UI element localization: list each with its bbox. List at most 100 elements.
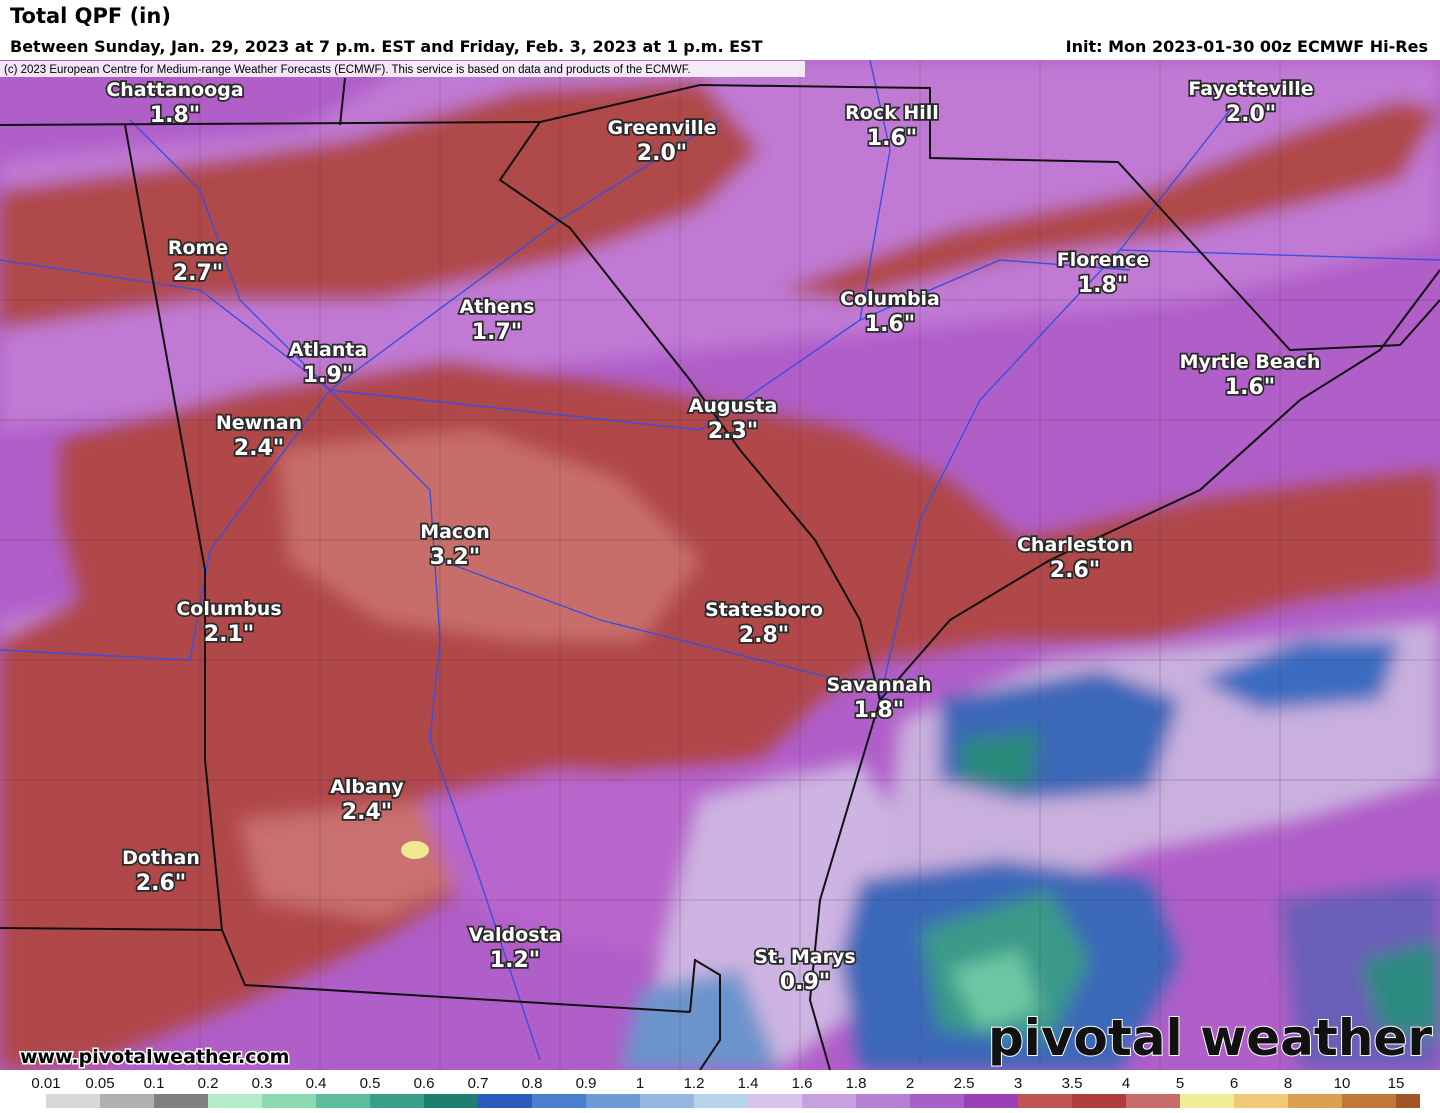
colorbar-label: 4 [1122, 1075, 1130, 1092]
colorbar-label: 0.4 [306, 1075, 327, 1092]
city-name: Augusta [689, 395, 778, 417]
precip-field [0, 60, 1440, 1070]
city-value: 1.6" [865, 312, 915, 337]
city-name: Savannah [826, 674, 931, 696]
city-value: 2.7" [173, 261, 223, 286]
colorbar-swatch [802, 1094, 856, 1108]
colorbar-swatch [100, 1094, 154, 1108]
colorbar-swatch [478, 1094, 532, 1108]
city-value: 2.8" [739, 623, 789, 648]
city-value: 1.2" [490, 948, 540, 973]
title: Total QPF (in) [10, 4, 171, 28]
colorbar-swatch [154, 1094, 208, 1108]
colorbar-label: 0.8 [522, 1075, 543, 1092]
init-info: Init: Mon 2023-01-30 00z ECMWF Hi-Res [1065, 37, 1428, 56]
colorbar-swatch [208, 1094, 262, 1108]
city-value: 2.1" [204, 622, 254, 647]
colorbar-swatch [1018, 1094, 1072, 1108]
colorbar-swatch [640, 1094, 694, 1108]
colorbar-label: 2.5 [954, 1075, 975, 1092]
city-name: Dothan [122, 847, 200, 869]
city-name: Greenville [607, 117, 716, 139]
state-borders [0, 77, 1440, 1070]
colorbar-label: 0.05 [85, 1075, 114, 1092]
colorbar-swatch [262, 1094, 316, 1108]
colorbar-label: 0.7 [468, 1075, 489, 1092]
city-name: St. Marys [754, 946, 855, 968]
watermark: pivotal weather [988, 1009, 1432, 1067]
city-value: 1.8" [1078, 273, 1128, 298]
city-name: Florence [1057, 249, 1149, 271]
city-name: Fayetteville [1188, 78, 1313, 100]
colorbar-label: 0.3 [252, 1075, 273, 1092]
url: www.pivotalweather.com [20, 1046, 289, 1068]
colorbar-label: 0.1 [144, 1075, 165, 1092]
city-name: Columbia [840, 288, 940, 310]
colorbar-label: 0.5 [360, 1075, 381, 1092]
subtitle: Between Sunday, Jan. 29, 2023 at 7 p.m. … [10, 37, 763, 56]
colorbar-swatch [1396, 1094, 1420, 1108]
city-value: 1.8" [150, 103, 200, 128]
colorbar-swatch [910, 1094, 964, 1108]
city-value: 2.6" [1050, 558, 1100, 583]
colorbar: 0.01 0.05 0.1 0.2 0.3 0.4 0.5 0.6 0.7 0.8 0.9 1 1.2 1… [19, 1075, 1420, 1108]
city-value: 2.6" [136, 871, 186, 896]
city-value: 2.0" [1226, 102, 1276, 127]
city-name: Albany [330, 776, 404, 798]
colorbar-swatch [424, 1094, 478, 1108]
city-name: Charleston [1017, 534, 1133, 556]
city-name: Myrtle Beach [1180, 351, 1321, 373]
colorbar-label: 8 [1284, 1075, 1292, 1092]
city-value: 2.3" [708, 419, 758, 444]
colorbar-swatch [46, 1094, 100, 1108]
colorbar-label: 0.2 [198, 1075, 219, 1092]
colorbar-label: 0.01 [31, 1075, 60, 1092]
city-value: 0.9" [780, 970, 830, 995]
city-value: 2.0" [637, 141, 687, 166]
city-name: Newnan [216, 412, 302, 434]
colorbar-label: 1.6 [792, 1075, 813, 1092]
city-name: Atlanta [289, 339, 368, 361]
colorbar-swatch [1180, 1094, 1234, 1108]
colorbar-label: 0.6 [414, 1075, 435, 1092]
county-lines [0, 60, 1440, 1070]
city-name: Rock Hill [845, 102, 939, 124]
colorbar-swatch [964, 1094, 1018, 1108]
colorbar-label: 1.2 [684, 1075, 705, 1092]
colorbar-swatch [694, 1094, 748, 1108]
colorbar-label: 2 [906, 1075, 914, 1092]
colorbar-label: 1 [636, 1075, 644, 1092]
colorbar-swatch [1288, 1094, 1342, 1108]
colorbar-swatch [748, 1094, 802, 1108]
colorbar-label: 6 [1230, 1075, 1238, 1092]
colorbar-swatch [532, 1094, 586, 1108]
city-value: 1.8" [854, 698, 904, 723]
city-value: 2.4" [234, 436, 284, 461]
colorbar-label: 10 [1334, 1075, 1351, 1092]
city-value: 1.6" [1225, 375, 1275, 400]
colorbar-swatch [1126, 1094, 1180, 1108]
city-value: 2.4" [342, 800, 392, 825]
colorbar-swatch [586, 1094, 640, 1108]
colorbar-label: 3.5 [1062, 1075, 1083, 1092]
colorbar-swatch [316, 1094, 370, 1108]
copyright: (c) 2023 European Centre for Medium-rang… [4, 64, 691, 76]
colorbar-swatch [19, 1094, 46, 1108]
city-value: 1.7" [472, 320, 522, 345]
colorbar-swatch [856, 1094, 910, 1108]
city-name: Chattanooga [106, 79, 243, 101]
city-name: Statesboro [705, 599, 823, 621]
colorbar-swatch [1342, 1094, 1396, 1108]
colorbar-label: 1.4 [738, 1075, 759, 1092]
colorbar-label: 5 [1176, 1075, 1184, 1092]
colorbar-label: 15 [1388, 1075, 1405, 1092]
colorbar-label: 3 [1014, 1075, 1022, 1092]
colorbar-swatch [370, 1094, 424, 1108]
city-name: Macon [420, 521, 490, 543]
colorbar-label: 0.9 [576, 1075, 597, 1092]
city-name: Valdosta [469, 924, 562, 946]
city-name: Athens [459, 296, 534, 318]
city-value: 3.2" [430, 545, 480, 570]
